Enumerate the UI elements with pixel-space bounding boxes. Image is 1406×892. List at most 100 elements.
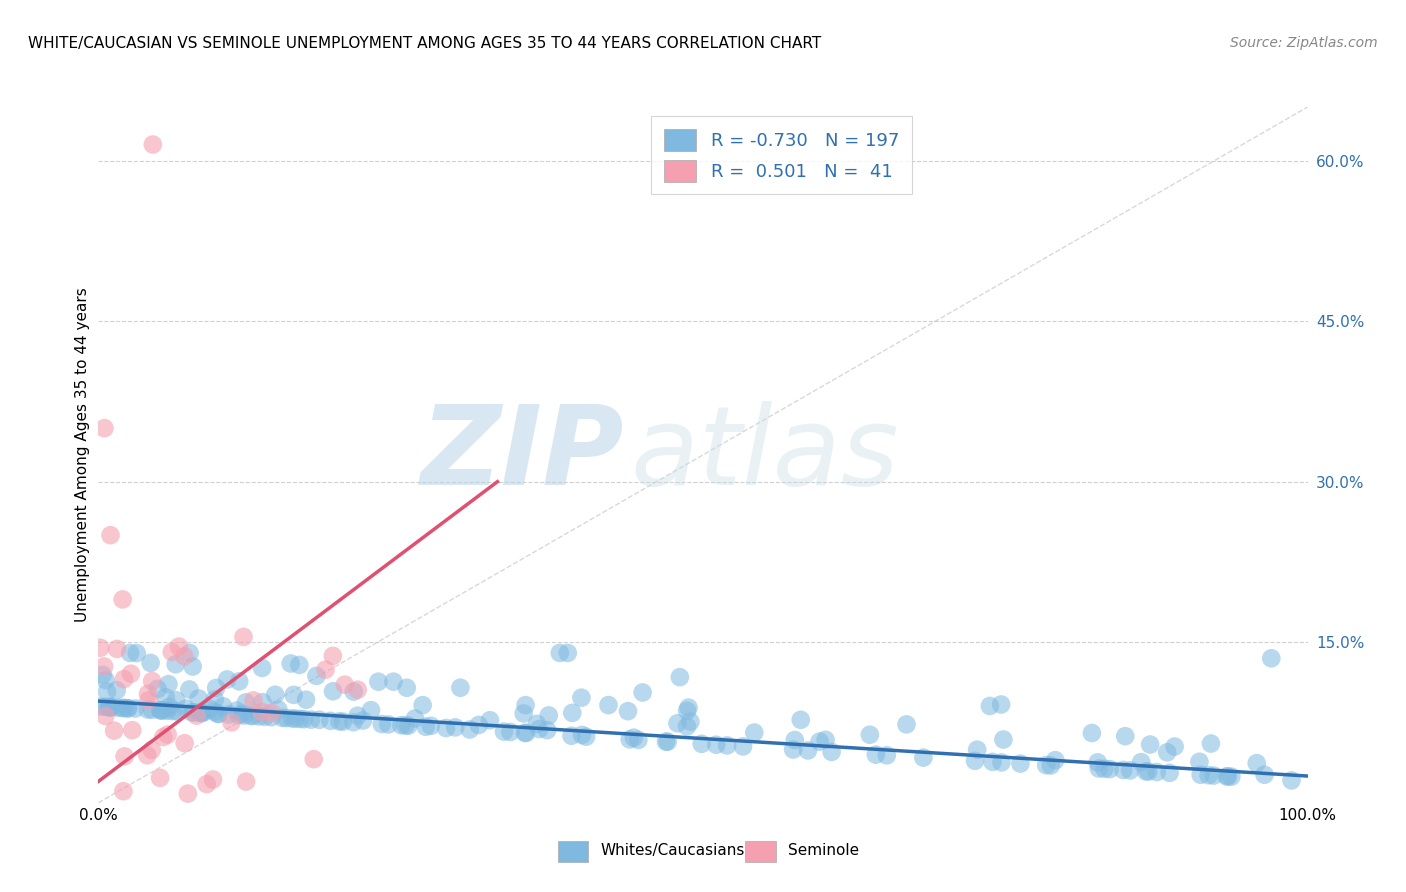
Point	[239, 709, 262, 723]
Point	[242, 693, 264, 707]
Point	[1215, 769, 1237, 783]
Point	[1163, 739, 1185, 754]
Point	[896, 717, 918, 731]
Point	[253, 710, 276, 724]
Point	[560, 729, 582, 743]
Point	[676, 704, 699, 718]
Point	[679, 714, 702, 729]
Point	[690, 737, 713, 751]
Point	[1198, 768, 1220, 782]
Point	[165, 693, 187, 707]
Point	[120, 646, 142, 660]
Point	[267, 702, 290, 716]
Point	[94, 709, 117, 723]
Point	[1189, 768, 1212, 782]
Point	[205, 681, 228, 695]
Point	[742, 725, 765, 739]
Point	[97, 700, 120, 714]
Point	[716, 739, 738, 753]
Point	[790, 713, 813, 727]
Point	[103, 723, 125, 738]
Point	[478, 713, 501, 727]
Point	[666, 716, 689, 731]
Point	[91, 667, 114, 681]
Point	[571, 728, 593, 742]
Point	[160, 645, 183, 659]
Point	[876, 748, 898, 763]
Point	[96, 684, 118, 698]
Point	[382, 674, 405, 689]
Point	[990, 698, 1012, 712]
Point	[346, 708, 368, 723]
Point	[124, 701, 146, 715]
Point	[655, 734, 678, 748]
Point	[981, 755, 1004, 769]
Point	[966, 742, 988, 756]
Point	[332, 714, 354, 729]
Point	[288, 657, 311, 672]
Point	[328, 714, 350, 729]
Point	[260, 710, 283, 724]
Point	[1081, 726, 1104, 740]
Point	[264, 688, 287, 702]
Point	[295, 692, 318, 706]
Point	[235, 695, 257, 709]
Point	[859, 728, 882, 742]
Point	[157, 677, 180, 691]
Point	[1119, 764, 1142, 778]
Point	[619, 732, 641, 747]
Point	[1253, 768, 1275, 782]
Point	[657, 735, 679, 749]
Point	[138, 693, 160, 707]
Point	[1087, 756, 1109, 770]
Point	[142, 137, 165, 152]
Point	[548, 646, 571, 660]
Point	[1114, 729, 1136, 743]
Point	[360, 703, 382, 717]
Point	[434, 721, 457, 735]
Point	[228, 708, 250, 723]
Point	[394, 718, 416, 732]
Point	[377, 717, 399, 731]
Point	[598, 698, 620, 712]
Point	[367, 674, 389, 689]
Point	[188, 706, 211, 720]
Point	[93, 421, 115, 435]
Point	[98, 700, 121, 714]
Point	[125, 646, 148, 660]
Point	[1156, 745, 1178, 759]
Point	[783, 733, 806, 747]
Point	[89, 699, 111, 714]
Text: WHITE/CAUCASIAN VS SEMINOLE UNEMPLOYMENT AMONG AGES 35 TO 44 YEARS CORRELATION C: WHITE/CAUCASIAN VS SEMINOLE UNEMPLOYMENT…	[28, 36, 821, 51]
Point	[1188, 755, 1211, 769]
Point	[1135, 764, 1157, 779]
Point	[782, 742, 804, 756]
Point	[678, 700, 700, 714]
Point	[458, 723, 481, 737]
Point	[149, 771, 172, 785]
Point	[156, 727, 179, 741]
Point	[299, 713, 322, 727]
Point	[575, 730, 598, 744]
Point	[179, 646, 201, 660]
Point	[979, 698, 1001, 713]
Point	[292, 712, 315, 726]
Point	[198, 702, 221, 716]
Text: ZIP: ZIP	[420, 401, 624, 508]
Point	[676, 719, 699, 733]
Point	[94, 699, 117, 714]
Point	[963, 754, 986, 768]
Point	[1281, 773, 1303, 788]
Point	[617, 704, 640, 718]
Point	[212, 699, 235, 714]
Point	[1137, 764, 1160, 779]
Point	[1035, 758, 1057, 772]
Point	[233, 708, 256, 723]
Text: Whites/Caucasians: Whites/Caucasians	[600, 843, 745, 857]
Point	[571, 690, 593, 705]
Point	[250, 705, 273, 719]
Point	[627, 733, 650, 747]
Point	[204, 692, 226, 706]
Point	[271, 711, 294, 725]
Point	[319, 714, 342, 728]
